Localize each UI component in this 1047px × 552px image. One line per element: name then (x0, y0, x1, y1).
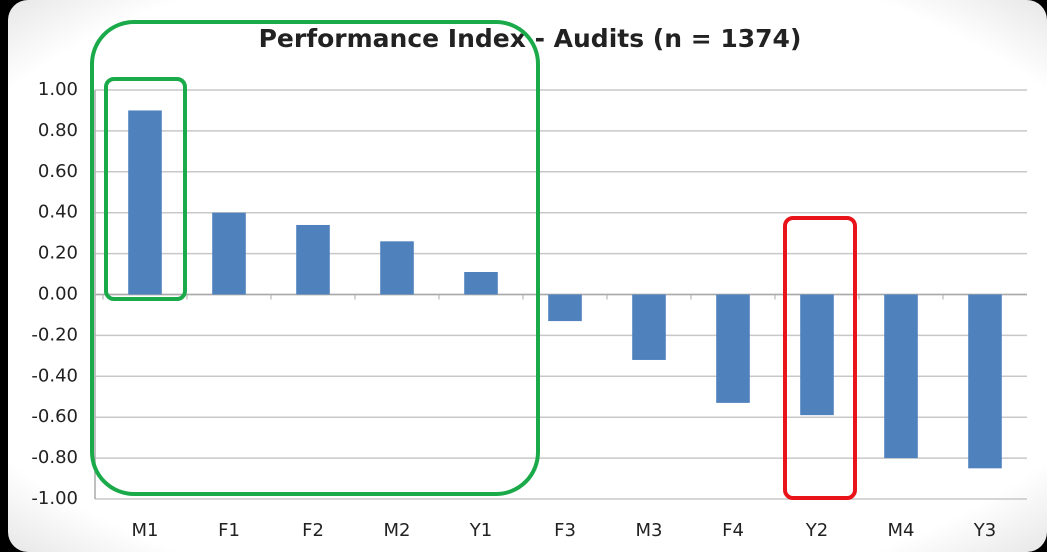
y-tick-label: -1.00 (31, 488, 78, 509)
x-tick-label: Y3 (973, 520, 996, 541)
panel (8, 0, 1047, 552)
y-tick-label: 0.20 (38, 243, 78, 264)
x-tick-label: F4 (722, 520, 744, 541)
x-tick-label: Y2 (805, 520, 828, 541)
y-tick-label: 0.80 (38, 120, 78, 141)
y-tick-label: -0.80 (31, 447, 78, 468)
highlight-bar-red (783, 216, 857, 500)
bar (464, 272, 498, 295)
bar (128, 110, 162, 295)
y-tick-label: 0.40 (38, 202, 78, 223)
bar (296, 224, 330, 295)
x-tick-label: F3 (554, 520, 576, 541)
bar (212, 212, 246, 295)
highlight-bar (104, 77, 187, 301)
y-tick-label: 0.60 (38, 161, 78, 182)
bar (800, 294, 834, 416)
bar (632, 294, 666, 360)
y-tick-label: -0.60 (31, 406, 78, 427)
plot: 1.00 0.80 0.60 0.40 0.20 0.00 -0.20 -0.40 -0.60 -… (31, 79, 1027, 541)
y-tick-label: 0.00 (38, 284, 78, 305)
y-tick-label: -0.40 (31, 365, 78, 386)
bar (716, 294, 750, 403)
x-tick-label: F1 (218, 520, 240, 541)
bar (884, 294, 918, 459)
bar (968, 294, 1002, 469)
bar (548, 294, 582, 322)
x-tick-label: M2 (384, 520, 411, 541)
bar (380, 241, 414, 295)
x-tick-label: Y1 (469, 520, 492, 541)
x-tick-label: M3 (636, 520, 663, 541)
y-tick-label: 1.00 (38, 79, 78, 100)
x-tick-label: M4 (888, 520, 915, 541)
highlight-group (90, 20, 540, 496)
x-tick-label: M1 (132, 520, 159, 541)
y-tick-label: -0.20 (31, 324, 78, 345)
x-tick-label: F2 (302, 520, 324, 541)
